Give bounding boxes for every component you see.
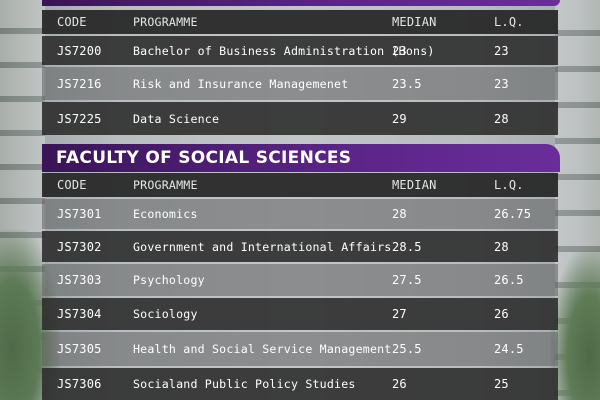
col-median-header: MEDIAN xyxy=(392,15,437,29)
row-lq: 23 xyxy=(494,43,509,58)
row-median: 28.5 xyxy=(392,239,422,254)
row-lq: 24.5 xyxy=(494,342,524,356)
row-code: JS7200 xyxy=(57,43,102,58)
table-header: CODE PROGRAMME MEDIAN L.Q. xyxy=(42,173,558,197)
row-lq: 26.5 xyxy=(494,273,524,287)
col-lq-header: L.Q. xyxy=(494,15,524,29)
table-row: JS7200 Bachelor of Business Administrati… xyxy=(42,36,558,65)
table-row: JS7216 Risk and Insurance Managemenet 23… xyxy=(42,67,558,100)
table-row: JS7225 Data Science 29 28 xyxy=(42,102,558,135)
row-median: 23 xyxy=(392,43,407,58)
trees-right xyxy=(550,250,600,400)
table-row: JS7303 Psychology 27.5 26.5 xyxy=(42,264,558,296)
row-code: JS7302 xyxy=(57,239,102,254)
row-code: JS7306 xyxy=(57,377,102,391)
col-programme-header: PROGRAMME xyxy=(133,15,198,29)
row-median: 28 xyxy=(392,207,407,221)
row-code: JS7303 xyxy=(57,273,102,287)
table-row: JS7306 Socialand Public Policy Studies 2… xyxy=(42,368,558,400)
row-lq: 25 xyxy=(494,377,509,391)
row-lq: 23 xyxy=(494,76,509,91)
row-code: JS7225 xyxy=(57,111,102,126)
col-code-header: CODE xyxy=(57,178,87,192)
row-programme: Government and International Affairs xyxy=(133,239,392,254)
row-programme: Economics xyxy=(133,207,198,221)
row-median: 27 xyxy=(392,307,407,321)
table-header: CODE PROGRAMME MEDIAN L.Q. xyxy=(42,10,558,34)
col-median-header: MEDIAN xyxy=(392,178,437,192)
row-programme: Psychology xyxy=(133,273,205,287)
row-programme: Health and Social Service Management xyxy=(133,342,392,356)
row-programme: Risk and Insurance Managemenet xyxy=(133,76,349,91)
row-programme: Sociology xyxy=(133,307,198,321)
row-median: 23.5 xyxy=(392,76,422,91)
faculty-heading-cropped xyxy=(42,0,560,6)
table-row: JS7301 Economics 28 26.75 xyxy=(42,199,558,229)
row-lq: 26 xyxy=(494,307,509,321)
row-median: 27.5 xyxy=(392,273,422,287)
row-lq: 28 xyxy=(494,111,509,126)
faculty-heading: FACULTY OF SOCIAL SCIENCES xyxy=(42,144,560,172)
row-median: 26 xyxy=(392,377,407,391)
row-lq: 28 xyxy=(494,239,509,254)
row-code: JS7216 xyxy=(57,76,102,91)
row-programme: Socialand Public Policy Studies xyxy=(133,377,356,391)
row-median: 29 xyxy=(392,111,407,126)
table-row: JS7305 Health and Social Service Managem… xyxy=(42,332,558,366)
table-row: JS7302 Government and International Affa… xyxy=(42,231,558,262)
row-code: JS7305 xyxy=(57,342,102,356)
row-code: JS7301 xyxy=(57,207,102,221)
table-row: JS7304 Sociology 27 26 xyxy=(42,298,558,330)
row-lq: 26.75 xyxy=(494,207,532,221)
col-lq-header: L.Q. xyxy=(494,178,524,192)
row-code: JS7304 xyxy=(57,307,102,321)
row-programme: Bachelor of Business Administration (Hon… xyxy=(133,43,435,58)
col-code-header: CODE xyxy=(57,15,87,29)
row-programme: Data Science xyxy=(133,111,220,126)
col-programme-header: PROGRAMME xyxy=(133,178,198,192)
row-median: 25.5 xyxy=(392,342,422,356)
